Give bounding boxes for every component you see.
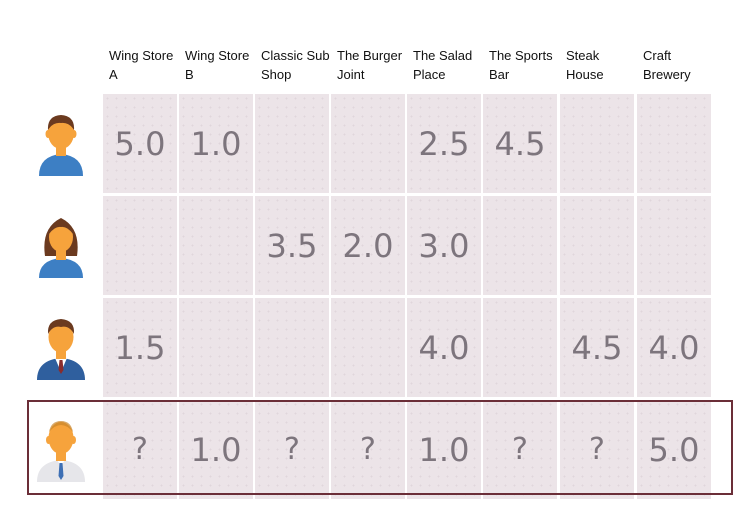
restaurant-name: Wing Store A	[109, 48, 174, 82]
rating-cell: 4.0	[407, 298, 481, 397]
rating-value: 2.5	[418, 124, 470, 163]
rating-cell: ?	[483, 400, 557, 499]
rating-cell: 5.0	[103, 94, 177, 193]
column-header-1: Wing Store B	[185, 46, 255, 90]
column-header-3: The Burger Joint	[337, 46, 409, 90]
unknown-rating: ?	[132, 432, 148, 467]
restaurant-name: Classic Sub Shop	[261, 48, 330, 82]
rating-cell	[255, 94, 329, 193]
column-header-6: Steak House	[566, 46, 638, 90]
rating-cell	[103, 196, 177, 295]
rating-cell: 3.0	[407, 196, 481, 295]
rating-cell: 4.5	[560, 298, 634, 397]
column-header-4: The Salad Place	[413, 46, 485, 90]
rating-cell	[637, 94, 711, 193]
rating-value: 5.0	[648, 430, 700, 469]
column-header-5: The Sports Bar	[489, 46, 561, 90]
rating-value: 1.5	[114, 328, 166, 367]
rating-cell	[483, 298, 557, 397]
rating-value: 3.0	[418, 226, 470, 265]
column-header-7: Craft Brewery	[643, 46, 715, 90]
column-header-2: Classic Sub Shop	[261, 46, 333, 90]
rating-value: 4.5	[494, 124, 546, 163]
unknown-rating: ?	[589, 432, 605, 467]
unknown-rating: ?	[360, 432, 376, 467]
man-avatar-icon	[33, 106, 89, 181]
rating-cell	[331, 298, 405, 397]
rating-cell: 4.5	[483, 94, 557, 193]
restaurant-name: Steak House	[566, 48, 604, 82]
rating-value: 1.0	[190, 430, 242, 469]
rating-value: 5.0	[114, 124, 166, 163]
woman-avatar-icon	[33, 208, 89, 283]
rating-cell	[179, 196, 253, 295]
rating-cell: 3.5	[255, 196, 329, 295]
rating-cell: ?	[103, 400, 177, 499]
column-header-0: Wing Store A	[109, 46, 179, 90]
rating-value: 1.0	[190, 124, 242, 163]
rating-cell: 4.0	[637, 298, 711, 397]
businessman-avatar-icon	[33, 310, 89, 385]
rating-value: 3.5	[266, 226, 318, 265]
rating-value: 2.0	[342, 226, 394, 265]
rating-cell: 1.5	[103, 298, 177, 397]
rating-cell: 2.5	[407, 94, 481, 193]
rating-cell: 1.0	[407, 400, 481, 499]
rating-cell	[560, 94, 634, 193]
rating-cell: 2.0	[331, 196, 405, 295]
rating-value: 1.0	[418, 430, 470, 469]
bald-man-avatar-icon	[33, 412, 89, 487]
rating-value: 4.0	[648, 328, 700, 367]
rating-value: 4.0	[418, 328, 470, 367]
restaurant-name: The Salad Place	[413, 48, 473, 82]
rating-cell	[255, 298, 329, 397]
restaurant-name: The Sports Bar	[489, 48, 553, 82]
unknown-rating: ?	[512, 432, 528, 467]
restaurant-name: The Burger Joint	[337, 48, 403, 82]
rating-cell: ?	[331, 400, 405, 499]
rating-cell	[331, 94, 405, 193]
rating-cell: 1.0	[179, 400, 253, 499]
rating-cell	[179, 298, 253, 397]
rating-cell: ?	[560, 400, 634, 499]
rating-cell	[637, 196, 711, 295]
rating-cell: ?	[255, 400, 329, 499]
rating-cell: 1.0	[179, 94, 253, 193]
rating-value: 4.5	[571, 328, 623, 367]
restaurant-name: Wing Store B	[185, 48, 250, 82]
rating-cell	[560, 196, 634, 295]
rating-cell: 5.0	[637, 400, 711, 499]
restaurant-name: Craft Brewery	[643, 48, 691, 82]
rating-cell	[483, 196, 557, 295]
unknown-rating: ?	[284, 432, 300, 467]
